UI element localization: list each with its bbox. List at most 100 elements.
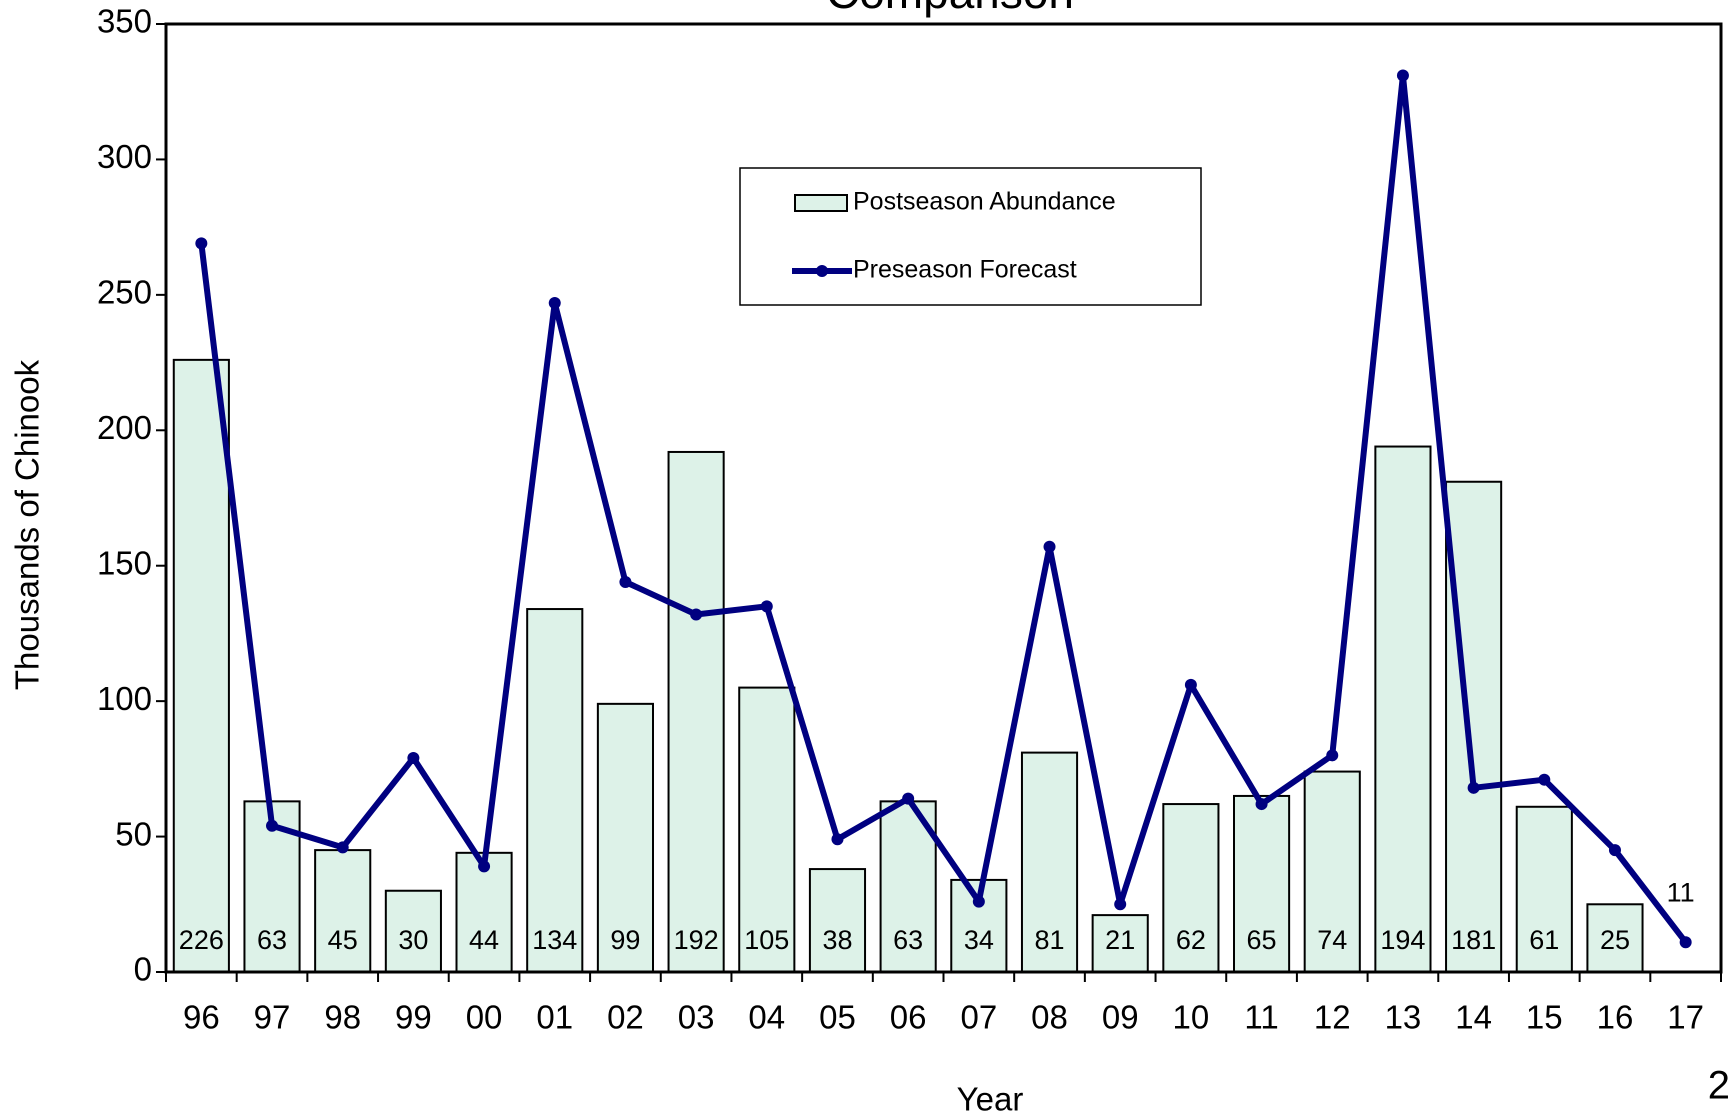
x-tick-label: 14 xyxy=(1455,999,1492,1036)
forecast-marker xyxy=(1326,749,1339,762)
bar xyxy=(1233,794,1291,974)
x-tick-label: 05 xyxy=(819,999,856,1036)
forecast-marker xyxy=(336,841,349,854)
bar-value-label: 21 xyxy=(1105,925,1135,955)
bar xyxy=(596,702,654,973)
bar-value-label: 81 xyxy=(1034,925,1064,955)
bar-value-label: 45 xyxy=(328,925,358,955)
x-tick-label: 99 xyxy=(395,999,432,1036)
forecast-marker xyxy=(195,237,208,250)
y-tick-label: 300 xyxy=(97,138,152,175)
forecast-marker xyxy=(1538,773,1551,786)
bar xyxy=(1586,903,1644,973)
x-tick-label: 09 xyxy=(1102,999,1139,1036)
forecast-marker xyxy=(548,296,561,309)
forecast-marker xyxy=(1184,678,1197,691)
y-axis-label: Thousands of Chinook xyxy=(9,359,46,690)
legend-swatch-marker xyxy=(816,265,828,277)
x-tick-label: 07 xyxy=(960,999,997,1036)
y-tick-label: 250 xyxy=(97,274,152,311)
forecast-marker xyxy=(1043,540,1056,553)
bar xyxy=(526,608,584,974)
bar xyxy=(667,450,725,973)
x-tick-label: 98 xyxy=(324,999,361,1036)
y-tick-label: 50 xyxy=(115,815,152,852)
forecast-line xyxy=(198,72,1689,945)
bar xyxy=(1374,445,1432,973)
x-tick-label: 13 xyxy=(1385,999,1422,1036)
bar-value-label: 61 xyxy=(1529,925,1559,955)
forecast-marker xyxy=(902,792,915,805)
bar xyxy=(314,849,372,973)
x-tick-label: 97 xyxy=(254,999,291,1036)
x-tick-label: 06 xyxy=(890,999,927,1036)
bar-value-label: 38 xyxy=(822,925,852,955)
bar-value-label: 105 xyxy=(744,925,789,955)
forecast-marker xyxy=(407,752,420,765)
line-value-label: 11 xyxy=(1667,877,1695,907)
bar xyxy=(808,868,867,973)
legend-box xyxy=(739,167,1202,306)
bar-value-label: 34 xyxy=(964,925,994,955)
forecast-marker xyxy=(972,895,985,908)
bar xyxy=(1162,803,1220,973)
bar xyxy=(1020,751,1079,973)
x-tick-label: 12 xyxy=(1314,999,1351,1036)
x-tick-label: 15 xyxy=(1526,999,1563,1036)
legend-label: Preseason Forecast xyxy=(853,256,1077,284)
legend-label: Postseason Abundance xyxy=(853,188,1116,216)
forecast-marker xyxy=(1679,936,1692,949)
forecast-marker xyxy=(831,833,844,846)
x-tick-label: 01 xyxy=(536,999,573,1036)
bar xyxy=(1303,770,1361,974)
forecast-marker xyxy=(619,575,632,588)
bar-value-label: 25 xyxy=(1600,925,1630,955)
plot-frame xyxy=(164,22,1723,974)
legend-swatch xyxy=(794,194,848,212)
bar xyxy=(172,358,230,973)
x-tick-label: 17 xyxy=(1667,999,1704,1036)
bar-value-label: 192 xyxy=(674,925,719,955)
forecast-marker xyxy=(266,819,279,832)
chart-title: Comparison xyxy=(826,0,1074,18)
x-tick-label: 16 xyxy=(1597,999,1634,1036)
bar-value-label: 226 xyxy=(179,925,224,955)
bar-value-label: 134 xyxy=(532,925,577,955)
x-tick-label: 04 xyxy=(748,999,785,1036)
x-tick-label: 96 xyxy=(183,999,220,1036)
y-tick-label: 150 xyxy=(97,544,152,581)
bar-value-label: 99 xyxy=(610,925,640,955)
page-number: 2 xyxy=(1708,1064,1730,1108)
bar-value-label: 65 xyxy=(1247,925,1277,955)
x-tick-label: 02 xyxy=(607,999,644,1036)
bar-value-label: 63 xyxy=(893,925,923,955)
x-tick-label: 10 xyxy=(1173,999,1210,1036)
bar-value-label: 74 xyxy=(1317,925,1347,955)
forecast-marker xyxy=(690,608,703,621)
x-tick-label: 08 xyxy=(1031,999,1068,1036)
bar-value-label: 62 xyxy=(1176,925,1206,955)
y-tick-label: 200 xyxy=(97,409,152,446)
bar xyxy=(455,851,513,974)
y-tick-label: 0 xyxy=(134,951,152,988)
forecast-marker xyxy=(1608,844,1621,857)
bar-value-label: 44 xyxy=(469,925,499,955)
forecast-marker xyxy=(760,600,773,613)
x-axis-label: Year xyxy=(957,1081,1024,1118)
x-tick-label: 03 xyxy=(678,999,715,1036)
bar-value-label: 194 xyxy=(1380,925,1425,955)
y-tick-label: 350 xyxy=(97,3,152,40)
y-tick-label: 100 xyxy=(97,680,152,717)
bar-value-label: 181 xyxy=(1451,925,1496,955)
bar-value-label: 63 xyxy=(257,925,287,955)
forecast-marker xyxy=(1396,69,1409,82)
bar xyxy=(1445,480,1503,973)
forecast-marker xyxy=(1467,781,1480,794)
bar xyxy=(1515,805,1573,974)
bar-value-label: 30 xyxy=(398,925,428,955)
forecast-marker xyxy=(1255,798,1268,811)
forecast-marker xyxy=(1114,898,1127,911)
x-tick-label: 11 xyxy=(1244,999,1278,1036)
forecast-marker xyxy=(478,860,491,873)
